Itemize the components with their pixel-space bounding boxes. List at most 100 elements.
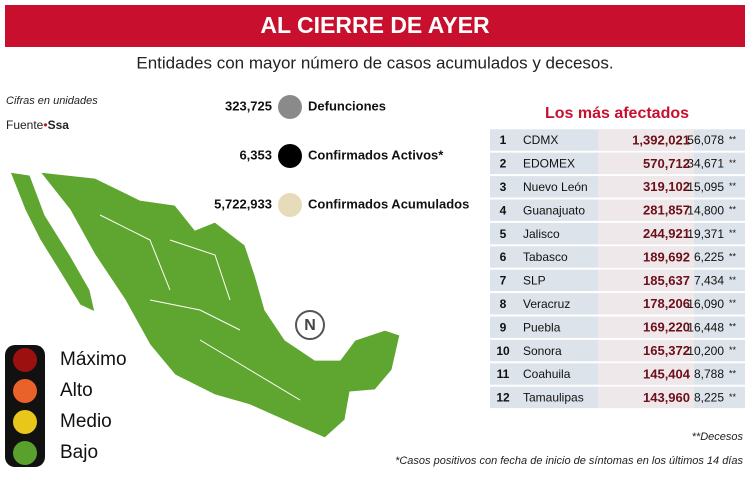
deaths-mark: ** — [729, 181, 737, 191]
state: Guanajuato — [523, 203, 585, 217]
deaths: 6,225 — [694, 250, 724, 264]
rank: 10 — [496, 344, 510, 358]
deaths: 16,448 — [687, 320, 724, 334]
map-mainland — [38, 171, 401, 439]
deaths: 7,434 — [694, 274, 724, 288]
rank: 1 — [500, 133, 507, 147]
rank: 8 — [500, 297, 507, 311]
rank: 12 — [496, 391, 510, 405]
table-title: Los más afectados — [545, 105, 689, 122]
compass-label: N — [304, 317, 316, 334]
cases-bg — [598, 386, 694, 409]
summary-label: Confirmados Activos* — [308, 147, 444, 162]
summary-dot — [278, 193, 302, 217]
summary-label: Confirmados Acumulados — [308, 196, 469, 211]
rank: 3 — [500, 180, 507, 194]
deaths-mark: ** — [729, 345, 737, 355]
cases-bg — [598, 176, 694, 198]
cases: 244,921 — [643, 226, 690, 241]
cases: 185,637 — [643, 273, 690, 288]
title: AL CIERRE DE AYER — [260, 12, 490, 38]
cases: 165,372 — [643, 343, 690, 358]
deaths-mark: ** — [729, 275, 737, 285]
rank: 11 — [497, 367, 510, 381]
cases: 189,692 — [643, 249, 690, 264]
legend-label: Máximo — [60, 349, 127, 370]
state: Coahuila — [523, 367, 571, 381]
header-bar — [5, 5, 745, 47]
cases-bg — [598, 199, 694, 221]
state: Nuevo León — [523, 180, 588, 194]
summary-dot — [278, 144, 302, 168]
cases: 145,404 — [643, 366, 691, 381]
source-note: Cifras en unidades — [6, 95, 98, 107]
cases-bg — [598, 363, 694, 385]
deaths-mark: ** — [729, 228, 737, 238]
deaths: 56,078 — [687, 133, 724, 147]
cases: 143,960 — [643, 390, 690, 405]
deaths: 19,371 — [687, 227, 724, 241]
state: EDOMEX — [523, 157, 575, 171]
source-label: Fuente — [6, 118, 44, 132]
legend-light — [13, 441, 37, 465]
cases-bg — [598, 339, 694, 362]
state: Veracruz — [523, 297, 570, 311]
legend-label: Alto — [60, 380, 93, 401]
deaths: 15,095 — [687, 180, 724, 194]
deaths: 14,800 — [687, 203, 724, 217]
summary-label: Defunciones — [308, 98, 386, 113]
cases-bg — [598, 129, 694, 151]
rank: 6 — [500, 250, 507, 264]
subtitle: Entidades con mayor número de casos acum… — [136, 53, 613, 72]
deaths: 34,671 — [687, 157, 724, 171]
deaths: 8,225 — [694, 391, 724, 405]
summary-value: 6,353 — [239, 147, 272, 162]
deaths-mark: ** — [729, 251, 737, 261]
cases-bg — [598, 316, 694, 338]
legend-label: Medio — [60, 411, 112, 432]
cases: 169,220 — [643, 320, 690, 335]
state: Tamaulipas — [523, 391, 584, 405]
map-baja — [9, 171, 96, 314]
deaths: 16,090 — [687, 297, 724, 311]
legend-light — [13, 410, 37, 434]
cases-bg — [598, 222, 694, 245]
state: CDMX — [523, 133, 558, 147]
state: Tabasco — [523, 250, 568, 264]
source-name: Ssa — [48, 118, 70, 132]
map-borders — [99, 214, 301, 401]
deaths-mark: ** — [729, 158, 737, 168]
source-dot: • — [43, 118, 47, 132]
deaths-mark: ** — [729, 298, 737, 308]
deaths-mark: ** — [729, 134, 737, 144]
cases-bg — [598, 152, 694, 175]
state: Jalisco — [523, 227, 560, 241]
cases-bg — [598, 246, 694, 268]
cases: 281,857 — [643, 203, 690, 218]
cases: 570,712 — [643, 156, 690, 171]
map — [9, 171, 401, 439]
legend-label: Bajo — [60, 442, 98, 463]
rank: 9 — [500, 320, 507, 334]
footnote: **Decesos — [692, 431, 744, 443]
state: SLP — [523, 274, 546, 288]
deaths-mark: ** — [729, 368, 737, 378]
source: Fuente•Ssa — [6, 118, 69, 132]
cases: 178,206 — [643, 296, 690, 311]
cases: 319,102 — [643, 179, 690, 194]
deaths: 8,788 — [694, 367, 724, 381]
deaths-mark: ** — [729, 392, 737, 402]
footnote: *Casos positivos con fecha de inicio de … — [395, 455, 743, 467]
deaths: 10,200 — [687, 344, 724, 358]
summary-value: 323,725 — [225, 98, 272, 113]
state: Sonora — [523, 344, 562, 358]
summary-dot — [278, 95, 302, 119]
traffic-light — [5, 345, 45, 467]
summary-value: 5,722,933 — [214, 196, 272, 211]
legend-light — [13, 348, 37, 372]
cases-bg — [598, 293, 694, 315]
cases: 1,392,021 — [632, 132, 690, 147]
rank: 7 — [500, 274, 507, 288]
legend-light — [13, 379, 37, 403]
